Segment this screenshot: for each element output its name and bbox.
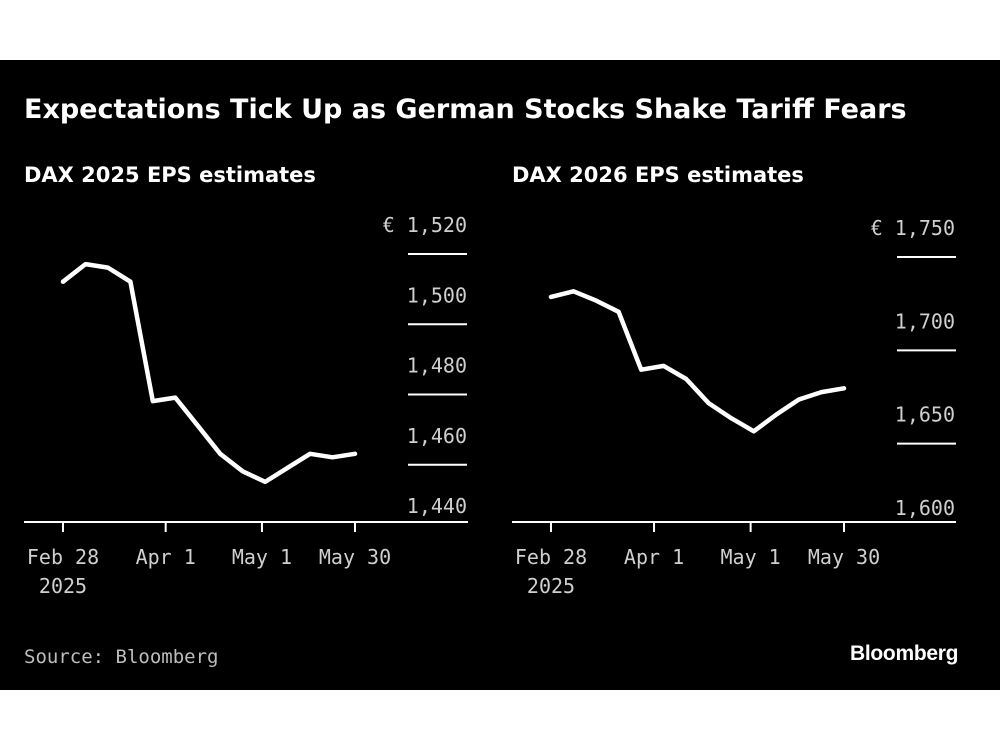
bloomberg-logo: Bloomberg bbox=[850, 642, 959, 665]
eps-2025-y-tick-label: 1,480 bbox=[407, 354, 467, 378]
eps-2025-y-tick-label: 1,500 bbox=[407, 283, 467, 307]
eps-2025-y-tick-label: 1,440 bbox=[407, 494, 467, 518]
eps-2026-x-tick-label: Apr 1 bbox=[624, 545, 684, 569]
eps-2026-x-tick-label: Feb 28 bbox=[515, 545, 587, 569]
eps-2025-y-tick-label: 1,460 bbox=[407, 424, 467, 448]
eps-2025-x-tick-label: May 30 bbox=[319, 545, 391, 569]
source-note: Source: Bloomberg bbox=[24, 646, 219, 668]
eps-2025-x-tick-label: Apr 1 bbox=[136, 545, 196, 569]
eps-2026-y-tick-label: 1,700 bbox=[895, 309, 955, 333]
eps-2025-x-tick-label: 2025 bbox=[39, 574, 87, 598]
eps-2026-x-tick-label: May 1 bbox=[721, 545, 781, 569]
eps-2026-series-line bbox=[548, 289, 847, 434]
subtitle-2026: DAX 2026 EPS estimates bbox=[512, 163, 804, 187]
eps-2025-x-tick-label: Feb 28 bbox=[27, 545, 99, 569]
chart-title: Expectations Tick Up as German Stocks Sh… bbox=[24, 94, 907, 125]
eps-2026-y-tick-label: 1,650 bbox=[895, 403, 955, 427]
eps-2025-series-line bbox=[60, 261, 358, 485]
eps-2025-y-tick-label: € 1,520 bbox=[383, 213, 467, 237]
eps-2025-x-tick-label: May 1 bbox=[232, 545, 292, 569]
eps-2026-x-tick-label: 2025 bbox=[527, 574, 575, 598]
subtitle-2025: DAX 2025 EPS estimates bbox=[24, 163, 316, 187]
eps-2026-y-tick-label: € 1,750 bbox=[871, 216, 955, 240]
chart-panel bbox=[0, 60, 1000, 690]
eps-2026-y-tick-label: 1,600 bbox=[895, 496, 955, 520]
eps-2026-x-tick-label: May 30 bbox=[808, 545, 880, 569]
